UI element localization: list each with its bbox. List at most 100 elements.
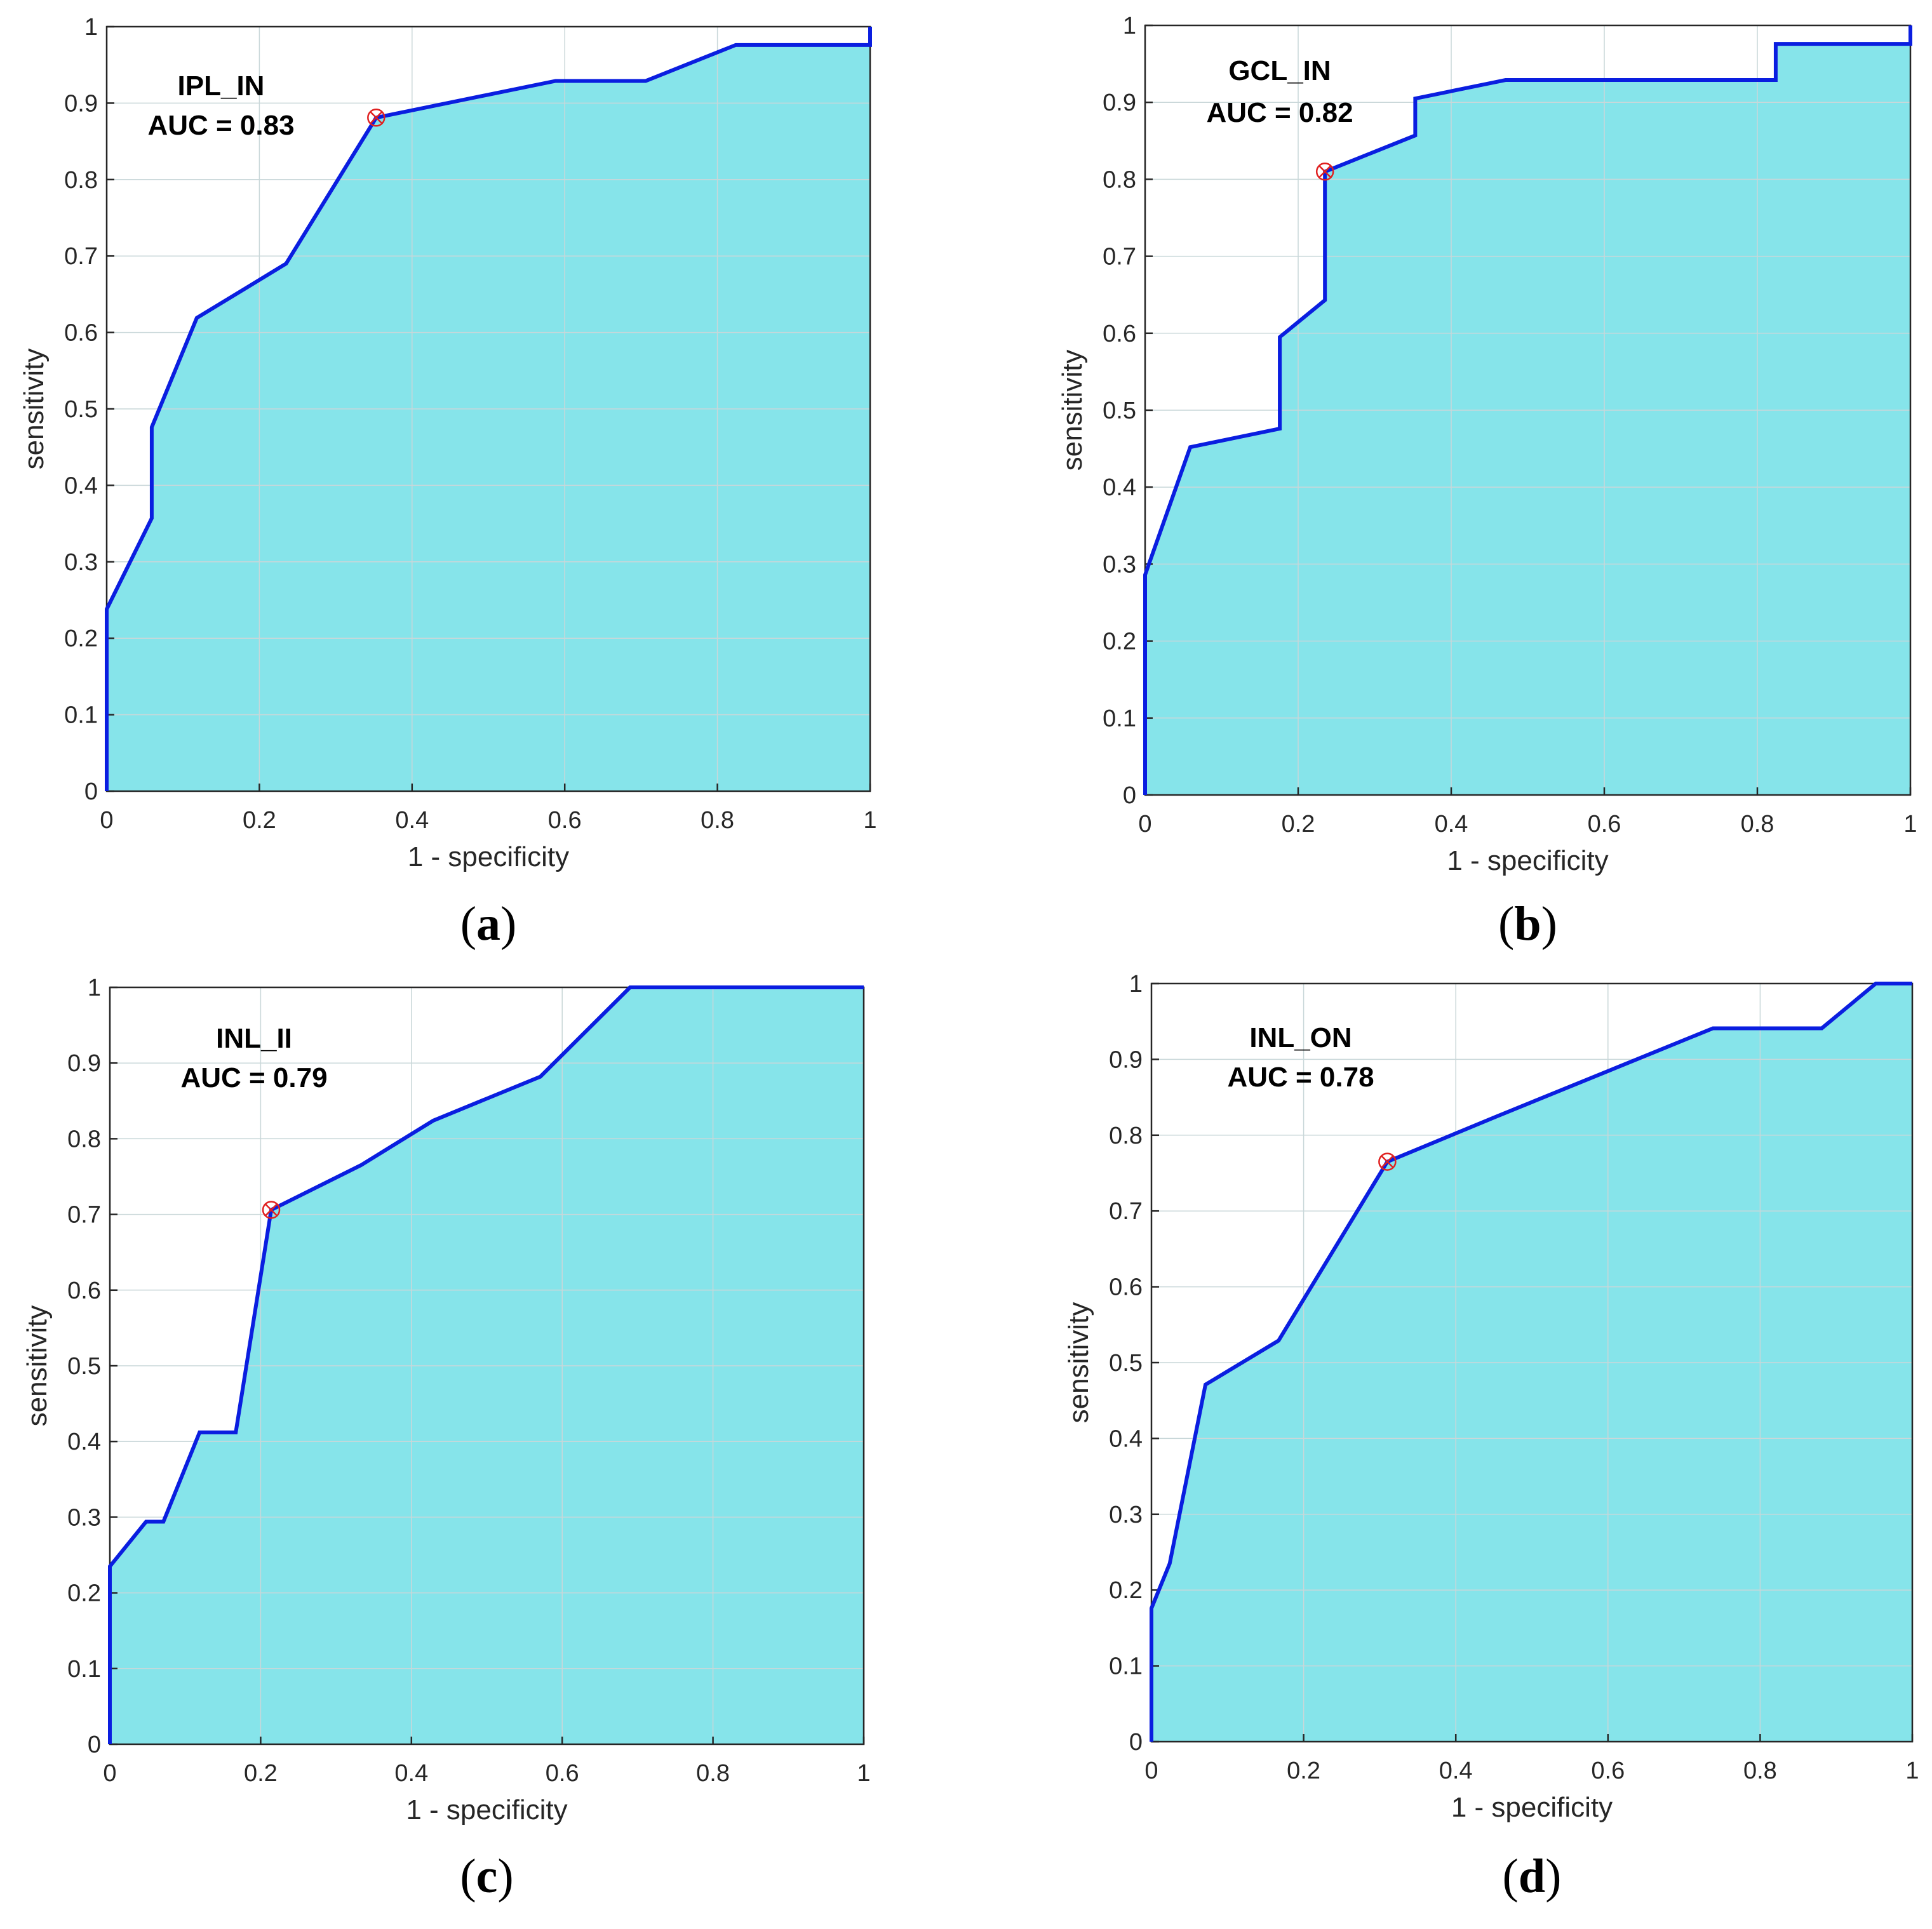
x-tick-label: 0.2 — [243, 807, 276, 834]
optimal-point-marker — [1378, 1152, 1397, 1171]
optimal-point-marker — [1315, 163, 1334, 181]
x-tick-label: 0.4 — [1439, 1758, 1473, 1784]
y-tick-label: 0.2 — [1109, 1577, 1143, 1604]
panel-caption: (b) — [1498, 897, 1557, 951]
y-tick-label: 0.3 — [1109, 1502, 1143, 1528]
x-tick-label: 0.4 — [1435, 811, 1468, 838]
y-tick-label: 0.8 — [64, 167, 98, 194]
y-tick-label: 0.9 — [67, 1050, 101, 1077]
panel-caption: (a) — [460, 897, 517, 951]
annotation-layer-name: GCL_IN — [1228, 55, 1331, 86]
y-tick-label: 0.8 — [1109, 1123, 1143, 1149]
roc-curve-line — [1143, 25, 1912, 795]
y-tick-label: 1 — [88, 975, 101, 1001]
x-tick-label: 0.6 — [1591, 1758, 1625, 1784]
y-tick-label: 0.2 — [1103, 629, 1136, 655]
annotation-auc: AUC = 0.79 — [180, 1062, 327, 1093]
optimal-point-marker-cross — [370, 111, 383, 124]
x-tick-label: 1 — [863, 807, 876, 834]
x-tick-label: 0.4 — [394, 1760, 428, 1787]
y-tick-label: 0.7 — [1103, 244, 1136, 270]
y-tick-label: 0.5 — [1109, 1350, 1143, 1377]
y-tick-label: 0 — [1129, 1729, 1143, 1756]
y-tick-label: 0.9 — [1103, 90, 1136, 116]
y-tick-label: 0.4 — [64, 472, 98, 499]
y-tick-label: 0.1 — [1109, 1653, 1143, 1680]
x-tick-label: 0.6 — [1588, 811, 1621, 838]
x-tick-label: 1 — [1903, 811, 1917, 838]
y-tick-label: 0.5 — [1103, 397, 1136, 424]
roc-curve-line — [105, 27, 872, 791]
x-tick-label: 0.2 — [1282, 811, 1315, 838]
annotation-layer-name: IPL_IN — [178, 70, 265, 102]
y-tick-label: 0 — [1123, 782, 1136, 809]
x-axis-label: 1 - specificity — [1447, 845, 1608, 876]
y-axis-label: sensitivity — [22, 1305, 53, 1427]
x-axis-label: 1 - specificity — [406, 1794, 567, 1826]
x-tick-label: 0.4 — [395, 807, 429, 834]
x-tick-label: 0.6 — [548, 807, 582, 834]
y-tick-label: 1 — [1129, 971, 1143, 998]
y-tick-label: 1 — [1123, 13, 1136, 39]
y-tick-label: 0.4 — [1103, 474, 1136, 501]
y-tick-label: 0.9 — [1109, 1046, 1143, 1073]
y-axis-label: sensitivity — [1057, 350, 1088, 471]
optimal-point-marker-cross — [265, 1203, 278, 1217]
y-tick-label: 0.6 — [64, 320, 98, 347]
x-tick-label: 0.6 — [546, 1760, 579, 1787]
annotation-auc: AUC = 0.83 — [147, 110, 294, 141]
y-axis-label: sensitivity — [1063, 1302, 1094, 1424]
x-tick-label: 0 — [1138, 811, 1151, 838]
panel-c: 0 0.2 0.4 0.6 0.8 1 0 0.1 0.2 0.3 0.4 0.5 0.6 0.7 0.8 0… — [22, 975, 871, 1903]
y-tick-label: 0.7 — [1109, 1198, 1143, 1225]
optimal-point-marker — [262, 1201, 281, 1219]
y-tick-label: 0.5 — [67, 1353, 101, 1380]
annotation-auc: AUC = 0.82 — [1206, 97, 1353, 128]
y-tick-label: 0.1 — [67, 1656, 101, 1683]
panel-d: 0 0.2 0.4 0.6 0.8 1 0 0.1 0.2 0.3 0.4 0.5 0.6 0.7 0.8 0… — [1063, 971, 1919, 1903]
panel-b: 0 0.2 0.4 0.6 0.8 1 0 0.1 0.2 0.3 0.4 0.5 0.6 0.7 0.8 0… — [1057, 13, 1917, 951]
y-tick-label: 0.1 — [1103, 705, 1136, 732]
y-tick-label: 0.8 — [1103, 166, 1136, 193]
y-tick-label: 0.2 — [67, 1580, 101, 1607]
y-tick-label: 0.4 — [67, 1429, 101, 1455]
y-tick-label: 1 — [84, 14, 98, 41]
y-tick-label: 0.7 — [64, 243, 98, 270]
y-tick-label: 0 — [84, 778, 98, 805]
x-tick-label: 0.8 — [1741, 811, 1774, 838]
optimal-point-marker-cross — [1381, 1155, 1394, 1168]
x-tick-label: 0 — [100, 807, 113, 834]
y-tick-label: 0.4 — [1109, 1425, 1143, 1452]
y-tick-label: 0.3 — [67, 1504, 101, 1531]
y-tick-label: 0.6 — [67, 1278, 101, 1304]
annotation-layer-name: INL_II — [216, 1023, 292, 1054]
x-tick-label: 1 — [1905, 1758, 1919, 1784]
panel-a: 0 0.2 0.4 0.6 0.8 1 0 0.1 0.2 0.3 0.4 0.5 0.6 0.7 0.8 0… — [18, 14, 877, 951]
x-tick-label: 0.8 — [701, 807, 734, 834]
y-tick-label: 0.1 — [64, 702, 98, 729]
y-tick-label: 0.5 — [64, 396, 98, 423]
y-tick-label: 0.8 — [67, 1126, 101, 1152]
x-tick-label: 0 — [1144, 1758, 1158, 1784]
y-tick-label: 0.6 — [1103, 321, 1136, 347]
y-tick-label: 0 — [88, 1732, 101, 1758]
optimal-point-marker — [367, 109, 386, 127]
x-tick-label: 0.2 — [244, 1760, 278, 1787]
y-tick-label: 0.2 — [64, 625, 98, 652]
x-tick-label: 0 — [103, 1760, 116, 1787]
x-tick-label: 0.8 — [696, 1760, 730, 1787]
annotation-layer-name: INL_ON — [1249, 1022, 1352, 1053]
y-tick-label: 0.3 — [1103, 551, 1136, 578]
x-tick-label: 0.8 — [1743, 1758, 1777, 1784]
roc-curve-line — [108, 985, 864, 1744]
y-tick-label: 0.3 — [64, 549, 98, 576]
x-tick-label: 0.2 — [1287, 1758, 1320, 1784]
panel-caption: (c) — [460, 1850, 513, 1903]
y-tick-label: 0.9 — [64, 90, 98, 117]
y-tick-label: 0.6 — [1109, 1274, 1143, 1301]
x-axis-label: 1 - specificity — [1451, 1792, 1613, 1823]
y-axis-label: sensitivity — [18, 349, 50, 470]
x-tick-label: 1 — [857, 1760, 870, 1787]
x-axis-label: 1 - specificity — [408, 841, 569, 872]
